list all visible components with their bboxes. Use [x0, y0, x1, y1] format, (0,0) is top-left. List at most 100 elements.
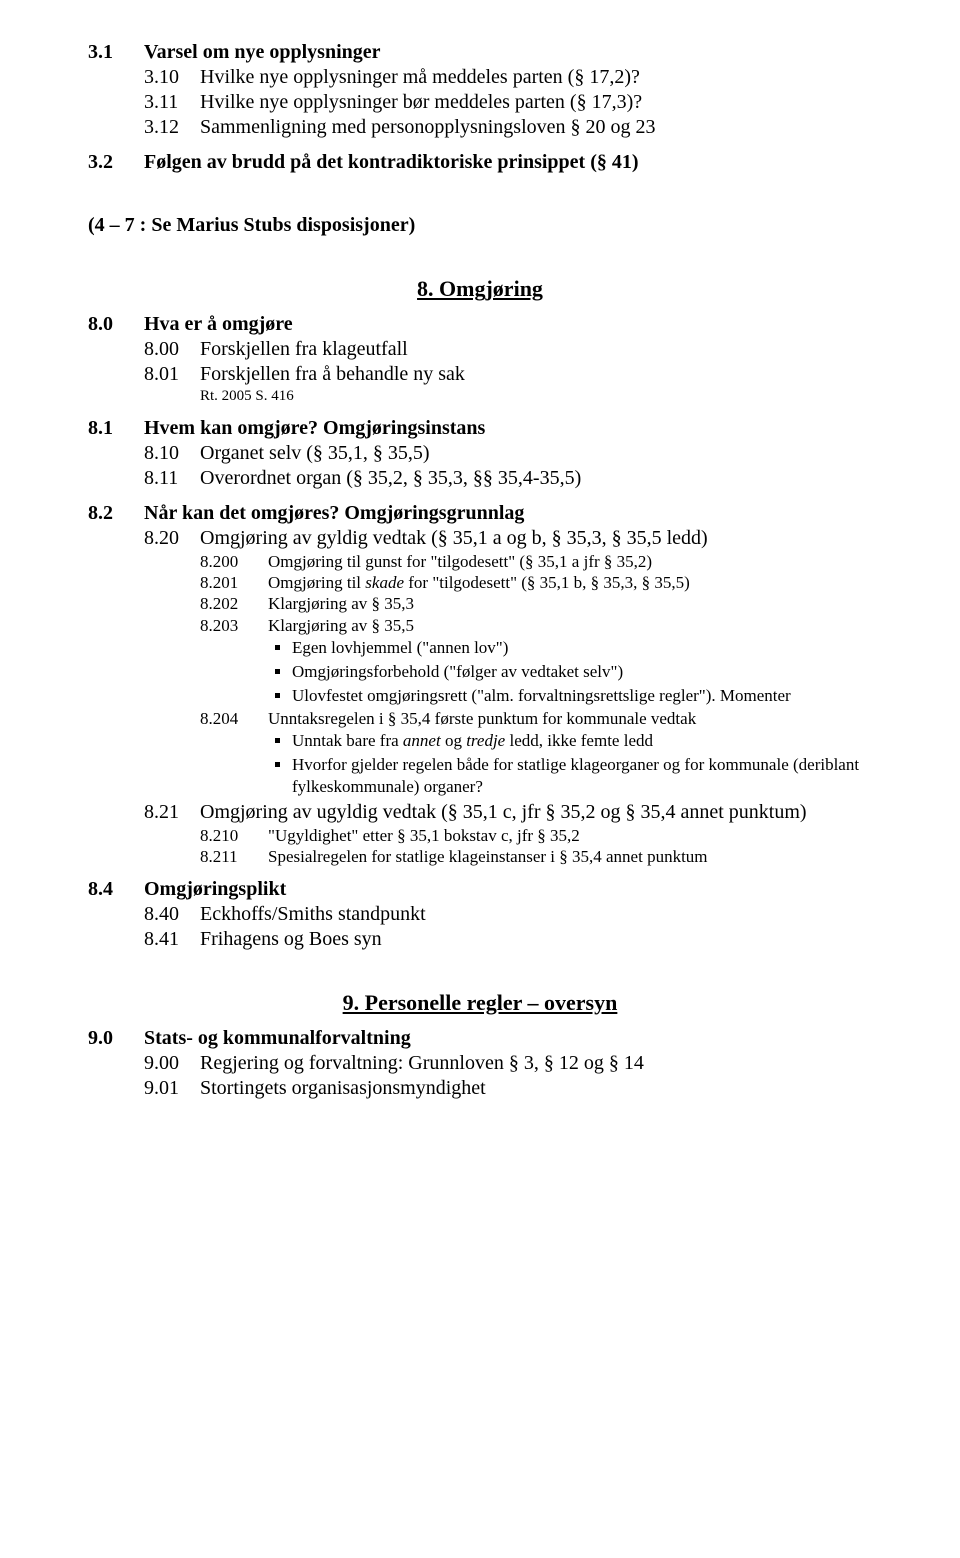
section-title: Varsel om nye opplysninger	[144, 40, 381, 65]
text-mid: og	[441, 731, 467, 750]
item-8-10: 8.10 Organet selv (§ 35,1, § 35,5)	[88, 441, 872, 466]
section-number: 9.0	[88, 1026, 144, 1051]
item-number: 8.210	[200, 825, 268, 846]
item-8-210: 8.210 "Ugyldighet" etter § 35,1 bokstav …	[88, 825, 872, 846]
text-post: for "tilgodesett" (§ 35,1 b, § 35,3, § 3…	[404, 573, 690, 592]
item-number: 8.204	[200, 708, 268, 729]
item-number: 8.20	[144, 526, 200, 551]
item-number: 8.00	[144, 337, 200, 362]
item-number: 3.12	[144, 115, 200, 140]
section-number: 3.2	[88, 150, 144, 175]
item-8-11: 8.11 Overordnet organ (§ 35,2, § 35,3, §…	[88, 466, 872, 491]
item-number: 8.200	[200, 551, 268, 572]
item-text: Sammenligning med personopplysningsloven…	[200, 115, 656, 140]
heading-9: 9. Personelle regler – oversyn	[88, 990, 872, 1016]
item-number: 8.01	[144, 362, 200, 387]
item-8-204: 8.204 Unntaksregelen i § 35,4 første pun…	[88, 708, 872, 729]
item-8-20: 8.20 Omgjøring av gyldig vedtak (§ 35,1 …	[88, 526, 872, 551]
item-text: Forskjellen fra klageutfall	[200, 337, 408, 362]
item-8-00: 8.00 Forskjellen fra klageutfall	[88, 337, 872, 362]
section-number: 8.0	[88, 312, 144, 337]
item-3-12: 3.12 Sammenligning med personopplysnings…	[88, 115, 872, 140]
text-italic: skade	[365, 573, 404, 592]
section-8-4: 8.4 Omgjøringsplikt	[88, 877, 872, 902]
list-item: Egen lovhjemmel ("annen lov")	[292, 636, 872, 660]
section-number: 3.1	[88, 40, 144, 65]
item-text: Unntaksregelen i § 35,4 første punktum f…	[268, 708, 696, 729]
bullets-8-203: Egen lovhjemmel ("annen lov") Omgjørings…	[88, 636, 872, 708]
item-9-01: 9.01 Stortingets organisasjonsmyndighet	[88, 1076, 872, 1101]
section-3-2: 3.2 Følgen av brudd på det kontradiktori…	[88, 150, 872, 175]
text-italic: annet	[403, 731, 441, 750]
item-number: 8.203	[200, 615, 268, 636]
item-text: Forskjellen fra å behandle ny sak	[200, 362, 465, 387]
text-pre: Omgjøring til	[268, 573, 365, 592]
item-text: Frihagens og Boes syn	[200, 927, 382, 952]
item-number: 8.21	[144, 800, 200, 825]
section-8-2: 8.2 Når kan det omgjøres? Omgjøringsgrun…	[88, 501, 872, 526]
item-text: Klargjøring av § 35,3	[268, 593, 414, 614]
item-number: 8.41	[144, 927, 200, 952]
item-number: 3.10	[144, 65, 200, 90]
item-3-10: 3.10 Hvilke nye opplysninger må meddeles…	[88, 65, 872, 90]
item-text: Omgjøring av gyldig vedtak (§ 35,1 a og …	[200, 526, 708, 551]
section-number: 8.4	[88, 877, 144, 902]
item-text: Regjering og forvaltning: Grunnloven § 3…	[200, 1051, 644, 1076]
list-item: Ulovfestet omgjøringsrett ("alm. forvalt…	[292, 684, 872, 708]
item-9-00: 9.00 Regjering og forvaltning: Grunnlove…	[88, 1051, 872, 1076]
section-title: Hvem kan omgjøre? Omgjøringsinstans	[144, 416, 485, 441]
item-number: 9.01	[144, 1076, 200, 1101]
section-9-0: 9.0 Stats- og kommunalforvaltning	[88, 1026, 872, 1051]
item-text: Organet selv (§ 35,1, § 35,5)	[200, 441, 430, 466]
section-title: Omgjøringsplikt	[144, 877, 286, 902]
section-8-1: 8.1 Hvem kan omgjøre? Omgjøringsinstans	[88, 416, 872, 441]
section-title: Følgen av brudd på det kontradiktoriske …	[144, 150, 639, 175]
item-8-21: 8.21 Omgjøring av ugyldig vedtak (§ 35,1…	[88, 800, 872, 825]
item-8-01: 8.01 Forskjellen fra å behandle ny sak	[88, 362, 872, 387]
item-8-200: 8.200 Omgjøring til gunst for "tilgodese…	[88, 551, 872, 572]
text-pre: Unntak bare fra	[292, 731, 403, 750]
section-title: Når kan det omgjøres? Omgjøringsgrunnlag	[144, 501, 524, 526]
item-8-201: 8.201 Omgjøring til skade for "tilgodese…	[88, 572, 872, 593]
item-number: 3.11	[144, 90, 200, 115]
mid-note: (4 – 7 : Se Marius Stubs disposisjoner)	[88, 213, 872, 238]
item-text: Omgjøring av ugyldig vedtak (§ 35,1 c, j…	[200, 800, 807, 825]
item-text: Spesialregelen for statlige klageinstans…	[268, 846, 708, 867]
item-text: Overordnet organ (§ 35,2, § 35,3, §§ 35,…	[200, 466, 581, 491]
item-8-202: 8.202 Klargjøring av § 35,3	[88, 593, 872, 614]
item-text: Omgjøring til gunst for "tilgodesett" (§…	[268, 551, 652, 572]
item-number: 8.202	[200, 593, 268, 614]
item-text: Hvilke nye opplysninger bør meddeles par…	[200, 90, 642, 115]
item-number: 8.10	[144, 441, 200, 466]
item-text: "Ugyldighet" etter § 35,1 bokstav c, jfr…	[268, 825, 580, 846]
text-post: ledd, ikke femte ledd	[505, 731, 653, 750]
item-8-40: 8.40 Eckhoffs/Smiths standpunkt	[88, 902, 872, 927]
section-8-0: 8.0 Hva er å omgjøre	[88, 312, 872, 337]
section-number: 8.2	[88, 501, 144, 526]
list-item: Unntak bare fra annet og tredje ledd, ik…	[292, 729, 872, 753]
item-number: 9.00	[144, 1051, 200, 1076]
item-3-11: 3.11 Hvilke nye opplysninger bør meddele…	[88, 90, 872, 115]
text-italic: tredje	[466, 731, 505, 750]
section-3-1: 3.1 Varsel om nye opplysninger	[88, 40, 872, 65]
item-text: Stortingets organisasjonsmyndighet	[200, 1076, 486, 1101]
item-text: Eckhoffs/Smiths standpunkt	[200, 902, 426, 927]
list-item: Omgjøringsforbehold ("følger av vedtaket…	[292, 660, 872, 684]
item-number: 8.201	[200, 572, 268, 593]
bullets-8-204: Unntak bare fra annet og tredje ledd, ik…	[88, 729, 872, 799]
item-number: 8.211	[200, 846, 268, 867]
item-8-41: 8.41 Frihagens og Boes syn	[88, 927, 872, 952]
cite-8-01: Rt. 2005 S. 416	[88, 387, 872, 406]
document-page: 3.1 Varsel om nye opplysninger 3.10 Hvil…	[0, 0, 960, 1558]
item-text: Klargjøring av § 35,5	[268, 615, 414, 636]
section-title: Hva er å omgjøre	[144, 312, 293, 337]
section-title: Stats- og kommunalforvaltning	[144, 1026, 411, 1051]
item-text: Omgjøring til skade for "tilgodesett" (§…	[268, 572, 690, 593]
section-number: 8.1	[88, 416, 144, 441]
item-number: 8.11	[144, 466, 200, 491]
item-text: Hvilke nye opplysninger må meddeles part…	[200, 65, 640, 90]
heading-8: 8. Omgjøring	[88, 276, 872, 302]
item-number: 8.40	[144, 902, 200, 927]
item-8-203: 8.203 Klargjøring av § 35,5	[88, 615, 872, 636]
list-item: Hvorfor gjelder regelen både for statlig…	[292, 753, 872, 799]
